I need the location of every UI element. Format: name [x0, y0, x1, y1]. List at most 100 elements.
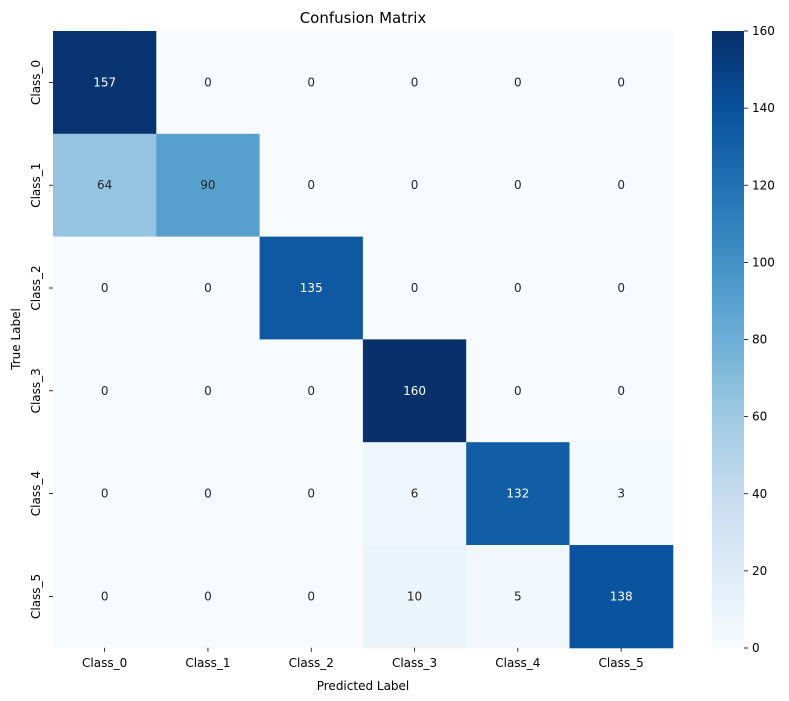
cell-value-label: 160 — [403, 384, 426, 398]
x-tick-label: Class_5 — [599, 656, 644, 670]
y-tick-label: Class_5 — [29, 574, 43, 619]
heatmap-cell — [156, 236, 261, 340]
heatmap-cell — [569, 31, 674, 135]
x-tick-label: Class_2 — [289, 656, 334, 670]
heatmap-cell — [53, 339, 157, 443]
x-axis-ticks: Class_0 Class_1 Class_2 Class_3 Class_4 Class… — [82, 647, 644, 670]
heatmap-cell — [362, 442, 467, 546]
heatmap-cell — [259, 133, 364, 238]
heatmap-cell — [156, 339, 261, 443]
cell-value-label: 0 — [514, 75, 522, 89]
cell-value-label: 6 — [411, 487, 419, 501]
cell-value-labels: 157 0 0 0 0 0 64 90 0 0 0 0 0 0 135 0 0 0 0 0 0 160 0 0 0 0 0 6 132 3… — [93, 75, 632, 603]
heatmap-cell — [53, 545, 157, 649]
colorbar-tick-label: 120 — [752, 178, 775, 192]
heatmap-cell — [569, 133, 674, 238]
cell-value-label: 0 — [101, 384, 109, 398]
heatmap-cell — [466, 31, 570, 135]
heatmap-cell — [569, 545, 674, 649]
y-tick-label: Class_3 — [29, 368, 43, 413]
heatmap-grid — [53, 31, 674, 649]
cell-value-label: 0 — [204, 487, 212, 501]
x-tick-label: Class_4 — [495, 656, 540, 670]
cell-value-label: 0 — [411, 281, 419, 295]
heatmap-cell — [259, 31, 364, 135]
cell-value-label: 0 — [617, 281, 625, 295]
cell-value-label: 0 — [617, 178, 625, 192]
heatmap-cell — [156, 133, 261, 238]
cell-value-label: 0 — [617, 384, 625, 398]
y-tick-label: Class_1 — [29, 163, 43, 208]
cell-value-label: 0 — [101, 487, 109, 501]
cell-value-label: 0 — [307, 75, 315, 89]
cell-value-label: 0 — [204, 281, 212, 295]
cell-value-label: 10 — [407, 589, 422, 603]
heatmap-cell — [259, 442, 364, 546]
heatmap-cell — [466, 442, 570, 546]
heatmap-cell — [156, 545, 261, 649]
cell-value-label: 135 — [300, 281, 323, 295]
x-tick-label: Class_1 — [185, 656, 230, 670]
cell-value-label: 64 — [97, 178, 112, 192]
heatmap-cell — [466, 236, 570, 340]
cell-value-label: 0 — [514, 384, 522, 398]
heatmap-cell — [466, 545, 570, 649]
y-axis-label: True Label — [9, 308, 23, 371]
colorbar-tick-label: 60 — [752, 410, 767, 424]
heatmap-cell — [569, 236, 674, 340]
heatmap-cell — [569, 339, 674, 443]
cell-value-label: 0 — [307, 487, 315, 501]
x-axis-label: Predicted Label — [317, 679, 410, 693]
heatmap-cell — [362, 339, 467, 443]
heatmap-cell — [466, 339, 570, 443]
heatmap-cell — [362, 133, 467, 238]
cell-value-label: 0 — [204, 75, 212, 89]
heatmap-cell — [362, 236, 467, 340]
colorbar-tick-label: 140 — [752, 101, 775, 115]
cell-value-label: 0 — [101, 281, 109, 295]
heatmap-cell — [259, 236, 364, 340]
colorbar-tick-label: 80 — [752, 333, 767, 347]
heatmap-cell — [362, 31, 467, 135]
cell-value-label: 157 — [93, 75, 116, 89]
colorbar-ticks: 0 20 40 60 80 100 120 140 160 — [744, 24, 775, 655]
heatmap-cell — [466, 133, 570, 238]
cell-value-label: 3 — [617, 487, 625, 501]
colorbar-tick-label: 100 — [752, 255, 775, 269]
cell-value-label: 0 — [307, 384, 315, 398]
heatmap-cell — [156, 31, 261, 135]
heatmap-cell — [259, 545, 364, 649]
cell-value-label: 0 — [514, 178, 522, 192]
heatmap-cell — [156, 442, 261, 546]
colorbar-tick-label: 160 — [752, 24, 775, 38]
colorbar — [712, 31, 744, 648]
heatmap-cell — [53, 133, 157, 238]
heatmap-cell — [259, 339, 364, 443]
heatmap-cell — [53, 442, 157, 546]
cell-value-label: 0 — [101, 589, 109, 603]
cell-value-label: 0 — [617, 75, 625, 89]
cell-value-label: 0 — [411, 75, 419, 89]
y-axis-ticks: Class_0 Class_1 Class_2 Class_3 Class_4 Class… — [29, 60, 53, 619]
heatmap-cell — [53, 31, 157, 135]
y-tick-label: Class_2 — [29, 265, 43, 310]
y-tick-label: Class_0 — [29, 60, 43, 105]
cell-value-label: 0 — [514, 281, 522, 295]
cell-value-label: 0 — [204, 589, 212, 603]
colorbar-tick-label: 40 — [752, 487, 767, 501]
cell-value-label: 138 — [610, 589, 633, 603]
chart-title: Confusion Matrix — [300, 9, 427, 27]
heatmap-cell — [53, 236, 157, 340]
cell-value-label: 0 — [411, 178, 419, 192]
cell-value-label: 0 — [307, 178, 315, 192]
x-tick-label: Class_3 — [392, 656, 437, 670]
heatmap-cell — [362, 545, 467, 649]
colorbar-tick-label: 20 — [752, 564, 767, 578]
cell-value-label: 90 — [200, 178, 215, 192]
cell-value-label: 0 — [204, 384, 212, 398]
colorbar-tick-label: 0 — [752, 641, 760, 655]
cell-value-label: 132 — [506, 487, 529, 501]
y-tick-label: Class_4 — [29, 471, 43, 516]
x-tick-label: Class_0 — [82, 656, 127, 670]
